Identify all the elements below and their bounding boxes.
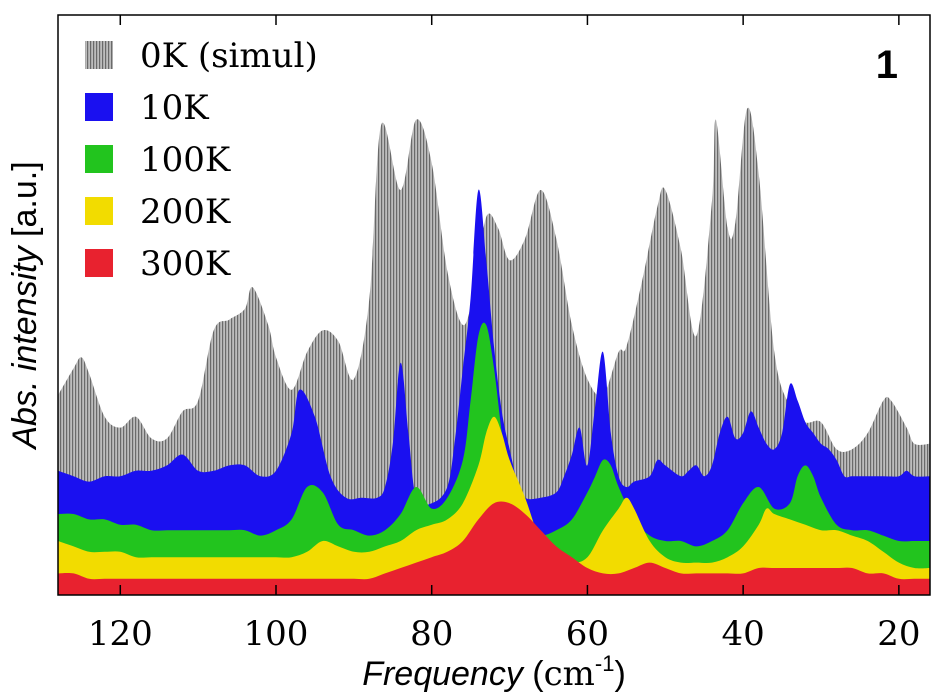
legend-swatch [85,41,113,69]
plot-frame [57,14,931,596]
legend-label: 10K [140,88,209,128]
legend-label: 200K [140,192,231,232]
legend-swatch [85,93,113,121]
legend-label: 300K [140,244,231,284]
x-tick-label: 120 [88,614,153,654]
legend-swatch [85,145,113,173]
series-area-300k [58,501,930,595]
x-tick-label: 80 [410,614,453,654]
legend-swatch [85,249,113,277]
legend-swatch [85,197,113,225]
y-axis-label: Abs. intensity [a.u.] [6,161,44,450]
x-tick-label: 100 [244,614,309,654]
x-tick-label: 60 [566,614,609,654]
x-axis-label: Frequency (cm-1) [362,651,626,694]
legend: 0K (simul) 10K 100K 200K 300K [85,36,318,284]
x-axis-ticks: 120 100 80 60 40 20 [88,15,920,654]
x-tick-label: 40 [722,614,765,654]
series-areas [58,107,930,595]
legend-label: 0K (simul) [140,36,318,76]
panel-label: 1 [876,43,898,87]
x-tick-label: 20 [877,614,920,654]
legend-label: 100K [140,140,231,180]
